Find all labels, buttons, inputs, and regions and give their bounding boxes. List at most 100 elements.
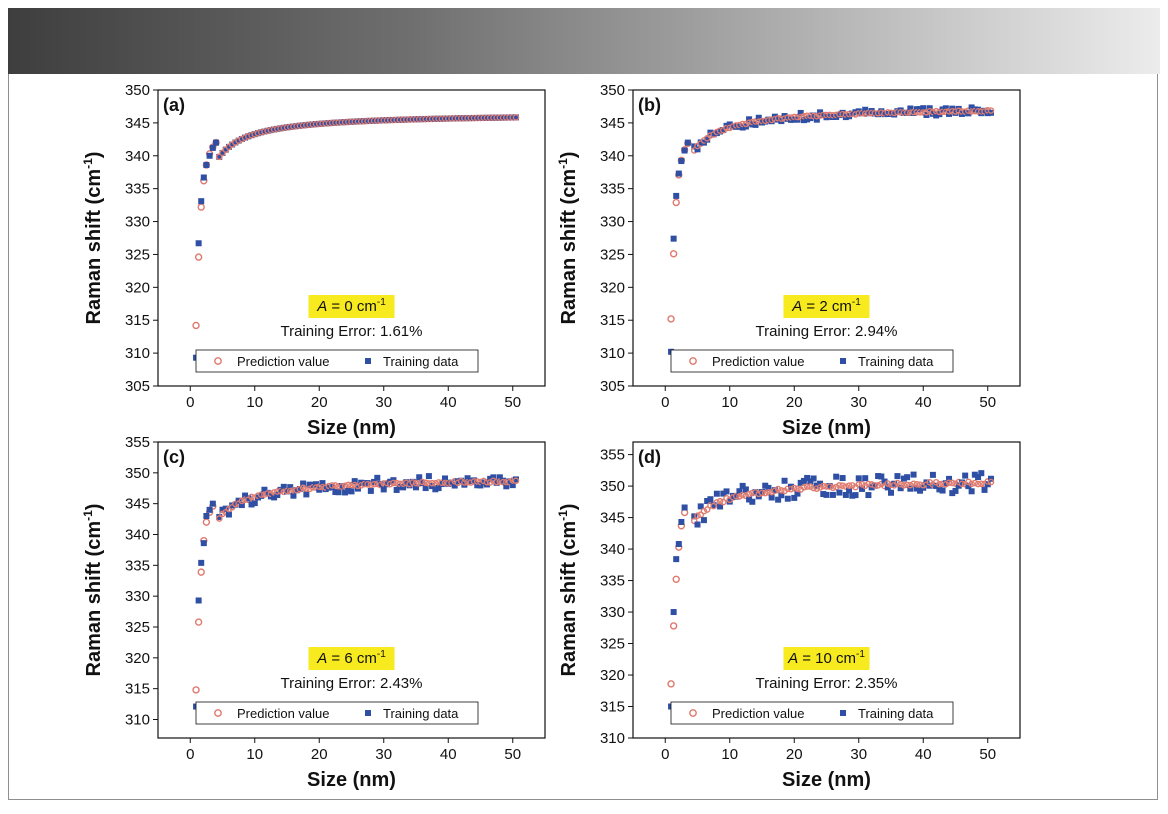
training-data-point	[971, 106, 978, 113]
prediction-value-point	[428, 479, 436, 487]
training-data-point	[742, 486, 749, 493]
training-data-point	[800, 117, 807, 124]
training-data-point	[254, 494, 261, 501]
training-data-point	[335, 489, 342, 496]
training-data-point	[377, 481, 384, 488]
x-tick-label: 40	[915, 394, 932, 411]
training-data-point	[697, 503, 704, 510]
training-data-point	[929, 110, 936, 117]
training-data-point	[713, 130, 720, 137]
prediction-value-point	[669, 250, 678, 258]
training-data-point	[820, 491, 827, 498]
prediction-value-point	[257, 491, 265, 498]
prediction-value-point	[672, 198, 680, 207]
training-data-point	[910, 109, 917, 116]
prediction-value-point	[865, 480, 872, 488]
training-data-point	[700, 517, 707, 524]
prediction-value-point	[370, 480, 378, 488]
training-data-point	[242, 492, 249, 499]
prediction-value-point	[916, 109, 924, 116]
prediction-value-point	[910, 480, 917, 488]
training-data-point	[225, 511, 232, 518]
training-data-point	[195, 240, 202, 247]
prediction-value-point	[874, 482, 882, 489]
y-tick-label: 310	[125, 712, 150, 729]
prediction-value-point	[493, 478, 500, 486]
prediction-value-point	[348, 481, 355, 489]
training-data-point	[222, 146, 229, 153]
prediction-value-point	[832, 483, 840, 491]
prediction-value-point	[900, 481, 908, 489]
legend-box	[195, 701, 479, 725]
training-data-point	[209, 500, 216, 507]
data-layer	[667, 470, 995, 710]
data-layer	[667, 104, 995, 355]
prediction-value-point	[736, 493, 743, 500]
y-tick-label: 355	[600, 447, 625, 464]
y-tick-label: 325	[125, 246, 150, 263]
panel-label: (b)	[638, 95, 661, 115]
training-data-point	[755, 114, 762, 121]
prediction-value-point	[713, 499, 721, 506]
y-axis-title: Raman shift (cm-1)	[556, 504, 580, 677]
y-tick-label: 320	[125, 650, 150, 667]
training-data-point	[729, 123, 736, 130]
training-data-point	[287, 484, 294, 491]
training-data-point	[768, 118, 775, 125]
training-data-point	[678, 518, 685, 525]
training-data-point	[878, 108, 885, 115]
training-data-point	[913, 485, 920, 492]
training-data-point	[723, 488, 730, 495]
training-data-point	[710, 131, 717, 138]
axes-frame	[632, 89, 1021, 387]
training-data-point	[248, 501, 255, 508]
y-tick-label: 330	[600, 214, 625, 231]
prediction-value-point	[732, 492, 740, 500]
x-tick-label: 50	[504, 746, 521, 763]
training-data-point	[839, 109, 846, 116]
x-tick-label: 40	[440, 394, 457, 411]
y-tick-label: 345	[600, 510, 625, 527]
prediction-value-point	[700, 507, 708, 515]
training-data-point	[804, 116, 811, 123]
y-axis-title-end: )	[83, 504, 105, 511]
prediction-value-point	[932, 478, 940, 486]
y-tick-label: 310	[600, 345, 625, 362]
prediction-value-point	[332, 482, 339, 489]
training-error-label: Training Error: 2.43%	[280, 675, 422, 692]
prediction-value-point	[948, 479, 956, 487]
training-data-point	[739, 482, 746, 489]
training-data-point	[496, 474, 503, 481]
prediction-value-point	[968, 480, 975, 488]
prediction-value-point	[942, 481, 950, 488]
x-axis-title: Size (nm)	[307, 417, 396, 439]
y-tick-label: 330	[125, 214, 150, 231]
prediction-value-point	[945, 479, 953, 487]
prediction-value-point	[719, 498, 727, 506]
training-data-point	[242, 134, 249, 141]
prediction-value-point	[315, 483, 323, 491]
x-tick-label: 30	[850, 746, 867, 763]
prediction-value-point	[977, 480, 985, 488]
training-data-point	[733, 123, 740, 130]
x-tick-label: 20	[786, 394, 803, 411]
training-data-point	[681, 504, 688, 511]
prediction-value-point	[470, 478, 478, 485]
training-data-point	[962, 472, 969, 479]
training-data-point	[807, 478, 814, 485]
training-data-point	[364, 480, 371, 487]
chart-panel-d: 0 10 20 30 40 50 310 315 320 325 330 335 340 345 350 35…	[556, 441, 1021, 791]
prediction-value-point	[386, 480, 394, 488]
training-data-point	[280, 483, 287, 490]
x-tick-label: 50	[979, 746, 996, 763]
training-data-point	[894, 473, 901, 480]
training-data-point	[416, 474, 423, 481]
prediction-value-point	[238, 497, 246, 505]
training-data-point	[720, 490, 727, 497]
training-data-point	[942, 105, 949, 112]
prediction-value-point	[697, 511, 705, 519]
training-data-point	[939, 487, 946, 494]
training-data-point	[968, 104, 975, 111]
prediction-value-point	[852, 111, 859, 118]
training-data-point	[342, 489, 349, 496]
